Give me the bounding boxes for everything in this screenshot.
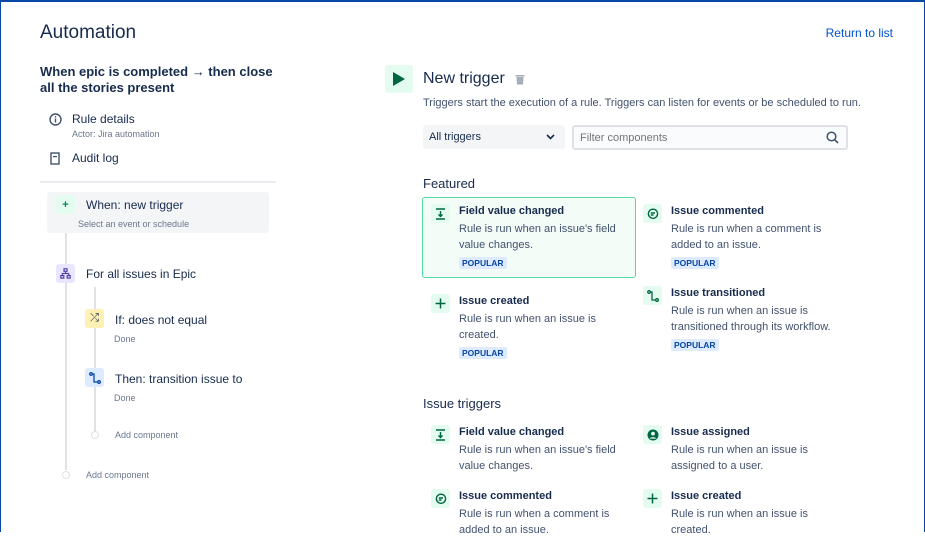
card-name: Field value changed [459,426,565,438]
plus-icon [643,489,662,508]
audit-log-item[interactable]: Audit log [48,151,119,165]
field-change-icon [431,425,450,444]
comment-icon [431,489,450,508]
plus-icon [431,294,450,313]
trigger-card[interactable]: Field value changed Rule is run when an i… [422,418,636,481]
play-icon [385,65,413,93]
trigger-sub: Select an event or schedule [78,219,190,229]
popular-badge: POPULAR [671,339,719,351]
card-description: Rule is run when an issue is transitione… [671,305,831,333]
issue-triggers-heading: Issue triggers [423,396,502,411]
action-label: Then: transition issue to [115,372,243,386]
add-component-inner[interactable]: Add component [115,430,179,440]
comment-icon [643,204,662,223]
card-description: Rule is run when a comment is added to a… [671,223,822,251]
trigger-description: Triggers start the execution of a rule. … [423,97,861,109]
chevron-down-icon [546,131,555,143]
rule-name: When epic is completed → then close all … [40,64,273,95]
trigger-type-select[interactable]: All triggers [423,125,565,149]
card-name: Issue transitioned [671,287,766,299]
transition-icon [643,286,662,305]
card-name: Issue created [459,295,530,307]
trigger-node[interactable]: + When: new trigger Select an event or s… [47,192,269,233]
field-change-icon [431,204,450,223]
rule-details-item[interactable]: Rule details Actor: Jira automation [48,112,160,139]
flow-line [65,205,67,470]
popular-badge: POPULAR [459,347,507,359]
trigger-card[interactable]: Issue commented Rule is run when a commen… [634,197,848,278]
audit-log-label: Audit log [72,151,119,165]
add-dot-icon [91,431,99,439]
user-icon [643,425,662,444]
condition-node[interactable]: ⤮ If: does not equal Done [85,309,207,344]
trigger-card[interactable]: Issue created Rule is run when an issue i… [634,482,848,545]
info-icon [48,112,62,126]
branch-label: For all issues in Epic [86,267,197,281]
transition-icon [85,368,104,387]
card-description: Rule is run when an issue's field value … [459,444,616,472]
trash-icon[interactable] [515,72,525,90]
trigger-card[interactable]: Issue assigned Rule is run when an issue … [634,418,848,481]
trigger-label: When: new trigger [86,198,184,212]
card-description: Rule is run when an issue's field value … [459,223,616,251]
trigger-title: New trigger [423,70,505,87]
trigger-card[interactable]: Field value changed Rule is run when an i… [422,197,636,278]
search-icon[interactable] [826,131,839,149]
branch-node[interactable]: For all issues in Epic [56,264,196,283]
branch-icon [56,264,75,283]
page-title: Automation [40,22,137,43]
action-sub: Done [114,393,136,403]
card-name: Issue commented [671,205,764,217]
popular-badge: POPULAR [459,257,507,269]
divider [40,181,276,183]
document-icon [48,151,62,165]
trigger-card[interactable]: Issue commented Rule is run when a commen… [422,482,636,545]
actor-text: Actor: Jira automation [72,129,160,139]
filter-input[interactable] [572,125,848,150]
card-name: Issue commented [459,490,552,502]
featured-heading: Featured [423,176,476,191]
rule-details-label: Rule details [72,112,135,126]
action-node[interactable]: Then: transition issue to Done [85,368,242,403]
trigger-card[interactable]: Issue created Rule is run when an issue i… [422,287,636,368]
condition-sub: Done [114,334,136,344]
card-description: Rule is run when an issue is assigned to… [671,444,808,472]
add-dot-icon [62,471,70,479]
select-value: All triggers [429,131,481,143]
branch-line [94,287,96,432]
card-description: Rule is run when an issue is created. [671,508,808,536]
card-description: Rule is run when a comment is added to a… [459,508,610,536]
plus-icon: + [56,195,75,214]
card-name: Issue created [671,490,742,502]
trigger-card[interactable]: Issue transitioned Rule is run when an is… [634,279,848,360]
card-description: Rule is run when an issue is created. [459,313,596,341]
card-name: Field value changed [459,205,565,217]
add-component-outer[interactable]: Add component [86,470,150,480]
shuffle-icon: ⤮ [85,309,104,328]
return-to-list-link[interactable]: Return to list [825,26,893,40]
popular-badge: POPULAR [671,257,719,269]
condition-label: If: does not equal [115,313,208,327]
card-name: Issue assigned [671,426,750,438]
